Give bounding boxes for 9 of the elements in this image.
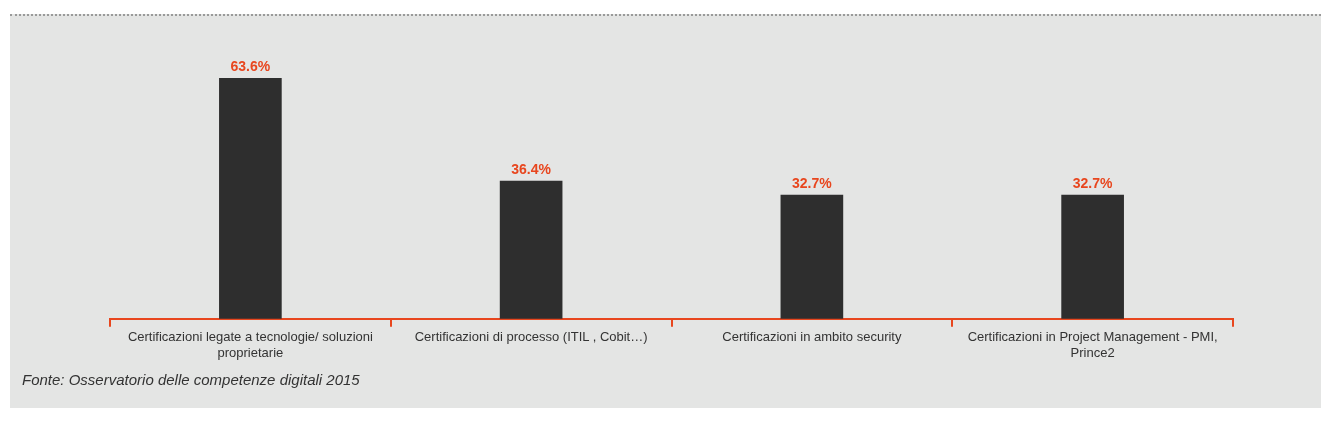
data-label: 36.4% <box>511 160 552 177</box>
x-tick-label: Certificazioni in Project Management - PMI, Prince2 <box>967 329 1218 360</box>
data-label: 32.7% <box>1072 174 1114 191</box>
x-tick-label: Certificazioni legate a tecnologie/ soluzioni proprietarie <box>127 329 373 360</box>
x-tick-label: Certificazioni di processo (ITIL , Cobit…) <box>414 329 648 345</box>
x-tick-label: Certificazioni in ambito security <box>722 329 902 345</box>
source-note: Fonte: Osservatorio delle competenze digitali 2015 <box>22 371 360 388</box>
data-label: 63.6% <box>230 58 271 75</box>
data-label: 32.7% <box>792 174 833 191</box>
